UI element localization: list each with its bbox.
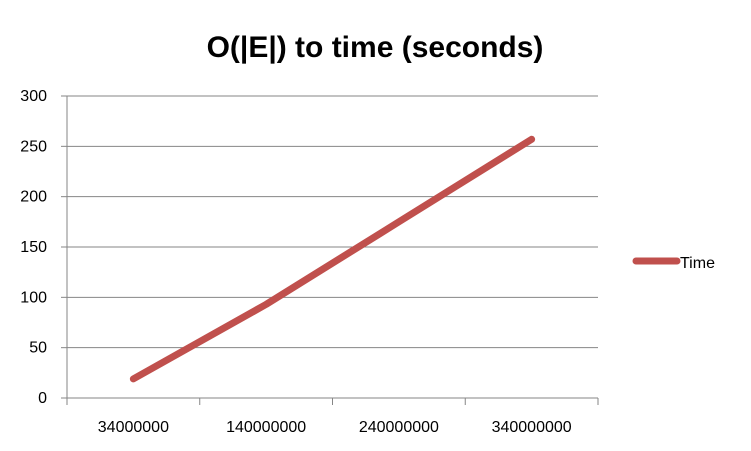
y-tick-label: 250 xyxy=(20,138,47,155)
chart-title: O(|E|) to time (seconds) xyxy=(207,31,544,64)
x-tick-label: 34000000 xyxy=(98,419,169,436)
y-tick-label: 150 xyxy=(20,239,47,256)
series-line-time xyxy=(129,135,536,383)
y-tick-label: 200 xyxy=(20,189,47,206)
gridlines xyxy=(67,95,598,349)
legend-label: Time xyxy=(680,255,715,272)
x-tick-label: 140000000 xyxy=(226,419,306,436)
y-tick-label: 100 xyxy=(20,289,47,306)
y-tick-label: 50 xyxy=(29,340,47,357)
legend: Time xyxy=(632,255,715,272)
axes xyxy=(61,95,599,405)
series-lines xyxy=(129,135,536,383)
x-tick-label: 340000000 xyxy=(492,419,572,436)
y-tick-label: 0 xyxy=(38,390,47,407)
tick-labels: 0 50 100 150 200 250 300 34000000 140000000 24000… xyxy=(20,88,571,436)
y-tick-label: 300 xyxy=(20,88,47,105)
x-tick-label: 240000000 xyxy=(359,419,439,436)
